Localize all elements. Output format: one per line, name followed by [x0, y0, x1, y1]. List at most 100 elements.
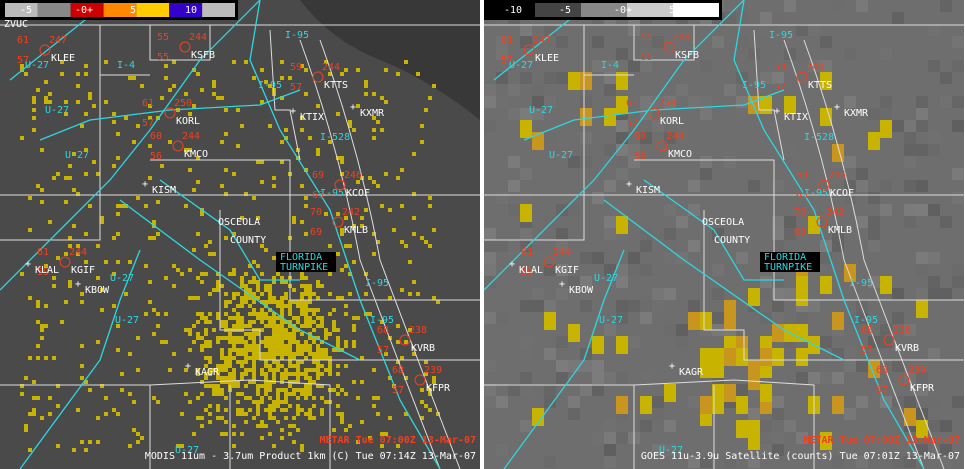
fire-pixel: [376, 396, 380, 400]
pixel: [664, 288, 676, 300]
fire-pixel: [64, 112, 68, 116]
fire-pixel: [320, 408, 324, 412]
boundary: [753, 29, 785, 161]
fire-pixel: [408, 328, 412, 332]
fire-pixel: [232, 296, 236, 300]
fire-pixel: [216, 416, 220, 420]
fire-pixel: [56, 256, 60, 260]
station-pressure: 238: [409, 325, 427, 336]
pixel: [484, 360, 496, 372]
fire-pixel: [296, 376, 300, 380]
fire-pixel: [136, 196, 140, 200]
pixel: [892, 360, 904, 372]
fire-pixel: [224, 336, 228, 340]
pixel: [640, 132, 652, 144]
fire-pixel: [264, 284, 268, 288]
station-plus: +: [290, 106, 296, 117]
fire-pixel: [224, 312, 228, 316]
fire-pixel: [280, 96, 284, 100]
pixel: [580, 252, 592, 264]
fire-pixel: [196, 232, 200, 236]
pixel: [772, 408, 784, 420]
fire-pixel: [52, 284, 56, 288]
fire-pixel: [196, 368, 200, 372]
fire-pixel: [196, 336, 200, 340]
fire-pixel: [80, 344, 84, 348]
fire-pixel: [212, 84, 216, 88]
fire-pixel: [236, 380, 240, 384]
pixel: [940, 288, 952, 300]
fire-pixel: [280, 428, 284, 432]
pixel: [724, 84, 736, 96]
fire-pixel: [348, 244, 352, 248]
fire-pixel: [196, 332, 200, 336]
fire-pixel: [324, 352, 328, 356]
fire-pixel: [284, 388, 288, 392]
pixel: [928, 204, 940, 216]
fire-pixel: [196, 312, 200, 316]
fire-pixel: [196, 72, 200, 76]
colorbar-step: [202, 3, 235, 17]
fire-pixel: [244, 340, 248, 344]
fire-pixel: [372, 128, 376, 132]
pixel: [676, 84, 688, 96]
fire-pixel: [240, 364, 244, 368]
fire-pixel: [240, 372, 244, 376]
fire-pixel: [252, 320, 256, 324]
fire-pixel: [196, 156, 200, 160]
station-plus: +: [350, 102, 356, 113]
highway: [39, 89, 301, 141]
pixel: [784, 420, 796, 432]
fire-pixel: [328, 244, 332, 248]
fire-pixel: [216, 372, 220, 376]
pixel: [760, 276, 772, 288]
fire-pixel: [256, 284, 260, 288]
pixel: [568, 408, 580, 420]
station-dewpoint: 57: [392, 385, 404, 396]
station-id: KAGR: [679, 367, 704, 378]
road-label: I-4: [117, 60, 135, 71]
fire-pixel: [308, 324, 312, 328]
pixel: [916, 372, 928, 384]
fire-pixel: [252, 332, 256, 336]
fire-pixel: [316, 336, 320, 340]
fire-pixel: [328, 72, 332, 76]
pixel: [640, 228, 652, 240]
boundary: [299, 39, 441, 469]
station-id: KORL: [660, 116, 684, 127]
fire-pixel: [332, 324, 336, 328]
fire-pixel: [236, 392, 240, 396]
pixel: [508, 108, 520, 120]
fire-pixel: [412, 352, 416, 356]
fire-pixel: [396, 360, 400, 364]
fire-pixel: [216, 368, 220, 372]
fire-pixel: [244, 384, 248, 388]
fire-pixel: [300, 360, 304, 364]
fire-pixel: [304, 340, 308, 344]
fire-pixel: [76, 408, 80, 412]
pixel: [556, 72, 568, 84]
fire-pixel: [276, 396, 280, 400]
fire-pixel: [240, 432, 244, 436]
fire-pixel: [264, 360, 268, 364]
fire-pixel: [324, 212, 328, 216]
fire-pixel: [292, 316, 296, 320]
fire-pixel: [284, 400, 288, 404]
station-temp: 59: [774, 62, 786, 73]
fire-pixel: [260, 312, 264, 316]
fire-pixel: [96, 276, 100, 280]
pixel: [916, 408, 928, 420]
fire-pixel: [272, 336, 276, 340]
fire-pixel: [208, 344, 212, 348]
fire-pixel: [248, 368, 252, 372]
fire-pixel: [432, 84, 436, 88]
fire-pixel: [240, 352, 244, 356]
fire-pixel: [300, 388, 304, 392]
fire-pixel: [156, 324, 160, 328]
panel: -10 -5 -0+ 5I-95I-4U-27U-27I-95I-528U-27I-9…: [483, 0, 964, 469]
fire-pixel: [292, 440, 296, 444]
fire-pixel: [252, 280, 256, 284]
fire-pixel: [248, 304, 252, 308]
pixel: [544, 96, 556, 108]
boundary: [149, 25, 211, 61]
